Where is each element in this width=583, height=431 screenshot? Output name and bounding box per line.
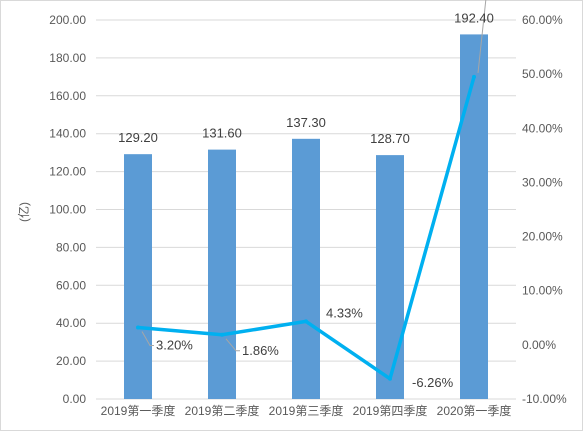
y2-tick-label: 0.00% [522, 338, 556, 352]
line-point [388, 376, 392, 381]
y-tick-label: 20.00 [56, 354, 86, 368]
x-tick-label: 2019第二季度 [185, 403, 260, 418]
x-tick-label: 2019第一季度 [101, 403, 176, 418]
bar-value-label: 129.20 [118, 130, 158, 145]
line-point [472, 74, 476, 79]
leader-lines [141, 0, 487, 352]
y-tick-label: 40.00 [56, 316, 86, 330]
bar [376, 155, 404, 399]
bar-value-label: 192.40 [454, 10, 494, 25]
y-tick-label: 120.00 [49, 165, 86, 179]
bar-value-label: 128.70 [370, 131, 410, 146]
y2-tick-label: 60.00% [522, 13, 563, 27]
leader-line [141, 331, 154, 347]
bar-series [124, 34, 488, 399]
x-axis-ticks: 2019第一季度 2019第二季度 2019第三季度 2019第四季度 2020第一季度 [101, 403, 512, 418]
y-axis-label: (亿) [16, 202, 31, 222]
x-tick-label: 2019第三季度 [269, 403, 344, 418]
left-axis-ticks: 0.00 20.00 40.00 60.00 80.00 100.00 120.00 140.… [49, 13, 86, 406]
bar [460, 34, 488, 399]
leader-line [225, 338, 240, 352]
line-value-label: 1.86% [242, 343, 279, 358]
x-tick-label: 2020第一季度 [437, 403, 512, 418]
y-tick-label: 180.00 [49, 51, 86, 65]
y2-tick-label: 10.00% [522, 284, 563, 298]
y-tick-label: 60.00 [56, 278, 86, 292]
y2-tick-label: 40.00% [522, 121, 563, 135]
line-point [304, 319, 308, 324]
y2-tick-label: -10.00% [522, 392, 567, 406]
bar-value-label: 131.60 [202, 126, 242, 141]
y-tick-label: 160.00 [49, 89, 86, 103]
y2-tick-label: 20.00% [522, 230, 563, 244]
y-tick-label: 0.00 [63, 392, 87, 406]
bar [124, 154, 152, 399]
line-value-label: 4.33% [326, 305, 363, 320]
line-point [136, 325, 140, 330]
line-value-label: 3.20% [156, 338, 193, 353]
right-axis-ticks: -10.00% 0.00% 10.00% 20.00% 30.00% 40.00% 50.0… [522, 13, 567, 406]
bar-value-label: 137.30 [286, 115, 326, 130]
data-labels: 129.20 131.60 137.30 128.70 192.40 3.20% 1.86%… [118, 10, 494, 390]
line-series [136, 74, 476, 381]
bar [208, 149, 236, 399]
line-value-label: -6.26% [412, 375, 454, 390]
line-point [220, 332, 224, 337]
leader-line [477, 0, 487, 73]
y-tick-label: 80.00 [56, 240, 86, 254]
y-tick-label: 200.00 [49, 13, 86, 27]
y-tick-label: 100.00 [49, 203, 86, 217]
y2-tick-label: 50.00% [522, 67, 563, 81]
y-tick-label: 140.00 [49, 127, 86, 141]
x-tick-label: 2019第四季度 [353, 403, 428, 418]
bar [292, 138, 320, 399]
y2-tick-label: 30.00% [522, 175, 563, 189]
